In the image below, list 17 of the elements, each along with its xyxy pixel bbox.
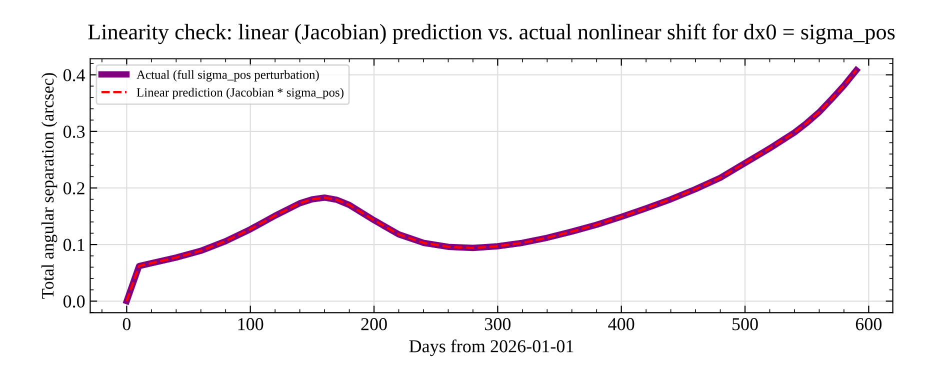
x-tick-label: 500 (732, 318, 758, 330)
x-axis-title: Days from 2026-01-01 (409, 339, 574, 356)
x-tick-label: 400 (608, 318, 634, 330)
y-tick-label: 0.0 (63, 295, 85, 308)
y-tick-label: 0.4 (63, 69, 86, 82)
chart-title: Linearity check: linear (Jacobian) prediction vs. actual nonlinear shift for dx0 = sigma_pos (88, 24, 895, 44)
x-tick-label: 100 (238, 318, 264, 330)
x-tick-label: 0 (122, 318, 131, 330)
x-tick-label: 200 (361, 318, 387, 330)
y-tick-label: 0.1 (63, 238, 84, 252)
y-tick-label: 0.2 (63, 182, 84, 194)
y-tick-label: 0.3 (63, 126, 85, 138)
x-tick-label: 300 (485, 318, 511, 330)
y-axis-title: Total angular separation (arcsec) (41, 73, 58, 299)
legend-label: Actual (full sigma_pos perturbation) (136, 70, 319, 82)
legend-label: Linear prediction (Jacobian * sigma_pos) (136, 88, 344, 100)
x-tick-label: 600 (856, 318, 882, 330)
